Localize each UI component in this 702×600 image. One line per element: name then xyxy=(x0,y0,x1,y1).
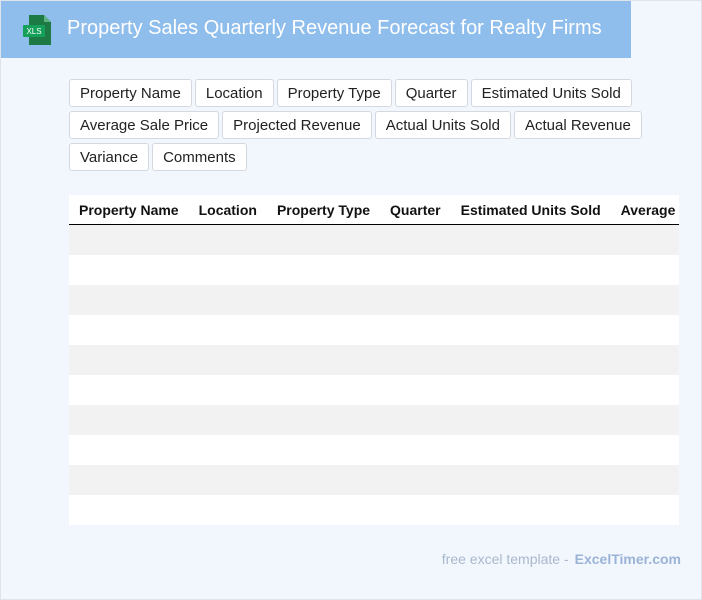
table-row xyxy=(69,375,679,405)
table-row xyxy=(69,405,679,435)
field-tag[interactable]: Variance xyxy=(69,143,150,171)
field-tag[interactable]: Actual Revenue xyxy=(513,111,642,139)
table-body xyxy=(69,225,679,525)
table-row xyxy=(69,285,679,315)
column-header: Property Type xyxy=(276,202,371,218)
table: Property Name Location Property Type Quarte… xyxy=(69,195,679,525)
field-tag[interactable]: Location xyxy=(194,79,274,107)
table-row xyxy=(69,465,679,495)
column-header: Location xyxy=(198,202,257,218)
header-bar: XLS Property Sales Quarterly Revenue For… xyxy=(1,1,631,58)
table-row xyxy=(69,345,679,375)
column-header: Average Sale Price xyxy=(620,202,679,218)
field-tag[interactable]: Property Type xyxy=(276,79,392,107)
footer-text: free excel template - xyxy=(441,551,569,567)
column-header: Quarter xyxy=(390,202,441,218)
footer: free excel template - ExcelTimer.com xyxy=(442,551,681,567)
field-tags: Property Name Location Property Type Quarte… xyxy=(69,79,649,171)
table-row xyxy=(69,435,679,465)
field-tag[interactable]: Projected Revenue xyxy=(222,111,372,139)
field-tag[interactable]: Property Name xyxy=(69,79,192,107)
xls-icon: XLS xyxy=(23,15,51,45)
field-tag[interactable]: Average Sale Price xyxy=(69,111,220,139)
table-row xyxy=(69,225,679,255)
field-tag[interactable]: Quarter xyxy=(394,79,468,107)
icon-label: XLS xyxy=(26,27,41,36)
table-row xyxy=(69,315,679,345)
column-header: Estimated Units Sold xyxy=(460,202,601,218)
column-header: Property Name xyxy=(79,202,179,218)
footer-brand[interactable]: ExcelTimer.com xyxy=(574,551,681,567)
table-header: Property Name Location Property Type Quarte… xyxy=(69,195,679,225)
table-row xyxy=(69,255,679,285)
field-tag[interactable]: Comments xyxy=(152,143,247,171)
table-row xyxy=(69,495,679,525)
field-tag[interactable]: Estimated Units Sold xyxy=(470,79,632,107)
field-tag[interactable]: Actual Units Sold xyxy=(374,111,511,139)
page-title: Property Sales Quarterly Revenue Forecas… xyxy=(67,17,602,39)
